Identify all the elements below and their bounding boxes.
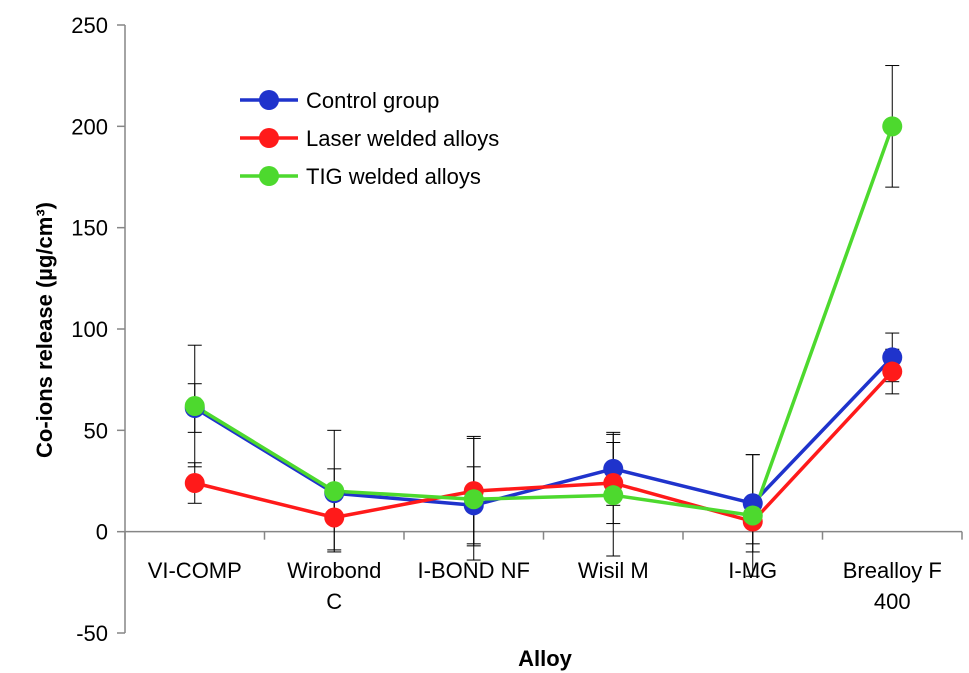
x-tick-label: C [326, 589, 342, 614]
data-points [184, 116, 903, 532]
x-tick-label: Wisil M [578, 558, 649, 583]
y-tick-label: 200 [71, 114, 108, 139]
axes [117, 24, 963, 634]
y-tick-label: 250 [71, 13, 108, 38]
y-tick-label: -50 [76, 621, 108, 646]
legend-marker [259, 128, 279, 148]
x-tick-label: Wirobond [287, 558, 381, 583]
data-point [603, 458, 624, 479]
data-point [603, 485, 624, 506]
error-bars [187, 65, 900, 577]
legend-marker [259, 90, 279, 110]
data-point [882, 116, 903, 137]
tick-labels: -50 0 50 100 150 200 250 VI-COMP Wirobond C I-BOND… [71, 13, 941, 646]
x-tick-label: Brealloy F [843, 558, 942, 583]
series-line [193, 125, 894, 518]
y-tick-label: 100 [71, 317, 108, 342]
data-point [324, 481, 345, 502]
data-point [184, 473, 205, 494]
x-tick-label: I-BOND NF [418, 558, 530, 583]
y-tick-label: 0 [96, 520, 108, 545]
legend-marker [259, 166, 279, 186]
y-axis-title: Co-ions release (µg/cm³) [32, 202, 57, 458]
x-tick-label: 400 [874, 589, 911, 614]
legend-label: Laser welded alloys [306, 126, 499, 151]
legend: Control group Laser welded alloys TIG weld… [240, 88, 499, 189]
legend-label: Control group [306, 88, 439, 113]
y-tick-label: 50 [84, 418, 108, 443]
data-point [324, 507, 345, 528]
data-point [742, 505, 763, 526]
x-axis-title: Alloy [518, 646, 573, 671]
series-line [194, 370, 894, 524]
x-tick-label: VI-COMP [148, 558, 242, 583]
data-point [463, 489, 484, 510]
series-lines [193, 125, 894, 524]
data-point [882, 361, 903, 382]
data-point [184, 396, 205, 417]
y-tick-label: 150 [71, 216, 108, 241]
data-point [882, 347, 903, 368]
legend-label: TIG welded alloys [306, 164, 481, 189]
